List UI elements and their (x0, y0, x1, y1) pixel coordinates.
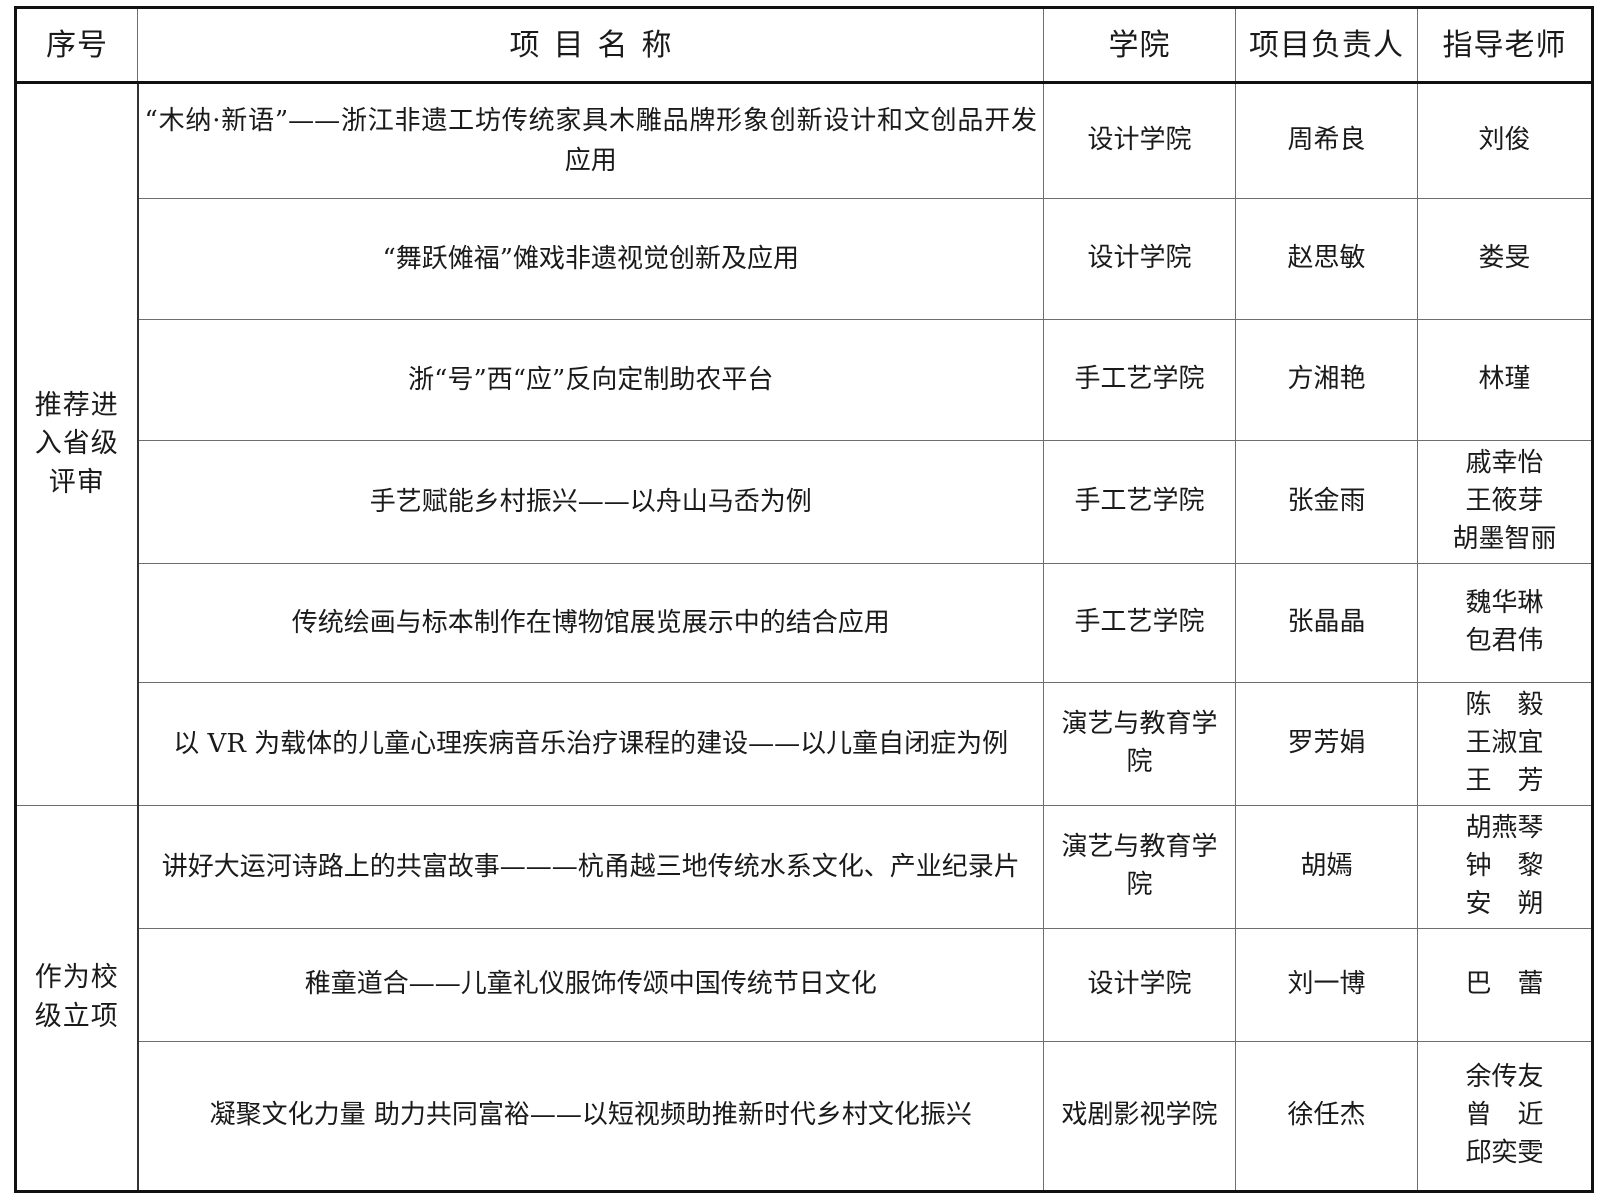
advisor-name: 曾 近 (1465, 1099, 1544, 1130)
project-name-cell: 讲好大运河诗路上的共富故事———杭甬越三地传统水系文化、产业纪录片 (137, 804, 1044, 929)
leader-cell: 周希良 (1235, 82, 1418, 199)
advisor-name: 魏华琳 (1465, 587, 1544, 618)
advisor-name: 余传友 (1465, 1061, 1544, 1092)
table-row: 凝聚文化力量 助力共同富裕——以短视频助推新时代乡村文化振兴 戏剧影视学院 徐任… (16, 1040, 1593, 1192)
project-name-cell: 传统绘画与标本制作在博物馆展览展示中的结合应用 (137, 562, 1044, 683)
leader-cell: 罗芳娟 (1235, 681, 1418, 806)
project-name-cell: 凝聚文化力量 助力共同富裕——以短视频助推新时代乡村文化振兴 (137, 1040, 1044, 1192)
leader-cell: 胡嫣 (1235, 804, 1418, 929)
header-leader: 项目负责人 (1235, 7, 1418, 84)
table-row: 推荐进入省级评审 “木纳·新语”——浙江非遗工坊传统家具木雕品牌形象创新设计和文… (15, 82, 1593, 806)
advisor-cell: 巴 蕾 (1417, 927, 1593, 1042)
leader-cell: 赵思敏 (1235, 198, 1418, 320)
project-name-cell: 稚童道合——儿童礼仪服饰传颂中国传统节日文化 (137, 927, 1044, 1042)
college-cell: 设计学院 (1043, 82, 1236, 199)
header-project-name: 项目名称 (137, 7, 1044, 84)
advisor-cell: 戚幸怡 王筱芽 胡墨智丽 (1417, 440, 1593, 564)
advisor-cell: 陈 毅 王淑宜 王 芳 (1417, 681, 1593, 806)
advisor-name: 王淑宜 (1465, 727, 1544, 758)
advisor-name: 娄旻 (1478, 243, 1531, 274)
college-cell: 演艺与教育学院 (1043, 681, 1236, 806)
leader-cell: 徐任杰 (1235, 1040, 1418, 1192)
advisor-cell: 刘俊 (1417, 82, 1593, 199)
college-cell: 手工艺学院 (1043, 440, 1236, 564)
table-header: 序号 项目名称 学院 项目负责人 指导老师 (15, 7, 1593, 84)
project-list-table: 序号 项目名称 学院 项目负责人 指导老师 推荐进入省级评审 “木纳·新语”——… (14, 6, 1594, 1193)
leader-cell: 张金雨 (1235, 440, 1418, 564)
document-page: 序号 项目名称 学院 项目负责人 指导老师 推荐进入省级评审 “木纳·新语”——… (14, 6, 1594, 1193)
advisor-name: 巴 蕾 (1465, 968, 1544, 999)
advisor-name: 包君伟 (1465, 625, 1544, 656)
table-body: 推荐进入省级评审 “木纳·新语”——浙江非遗工坊传统家具木雕品牌形象创新设计和文… (15, 82, 1593, 1192)
college-cell: 手工艺学院 (1043, 562, 1236, 683)
group-label-text: 作为校级立项 (34, 962, 119, 1032)
table-row: 作为校级立项 讲好大运河诗路上的共富故事———杭甬越三地传统水系文化、产业纪录片… (15, 804, 1593, 1192)
advisor-name: 钟 黎 (1465, 850, 1544, 881)
project-name-cell: “木纳·新语”——浙江非遗工坊传统家具木雕品牌形象创新设计和文创品开发应用 (137, 82, 1044, 199)
table-row: 传统绘画与标本制作在博物馆展览展示中的结合应用 手工艺学院 张晶晶 魏华琳 包君… (16, 562, 1593, 683)
advisor-name: 安 朔 (1465, 888, 1544, 919)
advisor-name: 林瑾 (1478, 364, 1531, 395)
advisor-name: 王筱芽 (1465, 485, 1544, 516)
college-cell: 手工艺学院 (1043, 319, 1236, 441)
advisor-cell: 胡燕琴 钟 黎 安 朔 (1417, 804, 1593, 929)
project-name-cell: 以 VR 为载体的儿童心理疾病音乐治疗课程的建设——以儿童自闭症为例 (137, 681, 1044, 806)
group-label-school-level: 作为校级立项 (15, 804, 139, 1192)
advisor-name: 戚幸怡 (1465, 448, 1544, 478)
leader-cell: 刘一博 (1235, 927, 1418, 1042)
header-advisor: 指导老师 (1417, 7, 1593, 84)
advisor-name: 刘俊 (1478, 125, 1531, 156)
table-header-row: 序号 项目名称 学院 项目负责人 指导老师 (15, 7, 1593, 84)
college-cell: 设计学院 (1043, 927, 1236, 1042)
header-seq: 序号 (15, 7, 138, 84)
table-row: 浙“号”西“应”反向定制助农平台 手工艺学院 方湘艳 林瑾 (16, 319, 1593, 441)
advisor-cell: 林瑾 (1417, 319, 1593, 441)
advisor-name: 陈 毅 (1465, 689, 1544, 720)
project-name-cell: “舞跃傩福”傩戏非遗视觉创新及应用 (137, 198, 1044, 320)
advisor-name: 王 芳 (1465, 765, 1544, 796)
leader-cell: 方湘艳 (1235, 319, 1418, 441)
group-label-recommended: 推荐进入省级评审 (15, 82, 139, 806)
college-cell: 演艺与教育学院 (1043, 804, 1236, 929)
table-row: 手艺赋能乡村振兴——以舟山马岙为例 手工艺学院 张金雨 戚幸怡 王筱芽 胡墨智丽 (16, 440, 1593, 564)
college-cell: 戏剧影视学院 (1043, 1040, 1236, 1192)
advisor-name: 邱奕雯 (1465, 1137, 1544, 1168)
advisor-cell: 娄旻 (1417, 198, 1593, 320)
table-row: “舞跃傩福”傩戏非遗视觉创新及应用 设计学院 赵思敏 娄旻 (16, 198, 1593, 320)
header-college: 学院 (1043, 7, 1236, 84)
leader-cell: 张晶晶 (1235, 562, 1418, 683)
advisor-name: 胡燕琴 (1465, 812, 1544, 843)
project-name-cell: 手艺赋能乡村振兴——以舟山马岙为例 (137, 440, 1044, 564)
college-cell: 设计学院 (1043, 198, 1236, 320)
project-name-cell: 浙“号”西“应”反向定制助农平台 (137, 319, 1044, 441)
advisor-cell: 魏华琳 包君伟 (1417, 562, 1593, 683)
advisor-cell: 余传友 曾 近 邱奕雯 (1417, 1040, 1593, 1192)
group-label-text: 推荐进入省级评审 (34, 389, 119, 498)
table-row: 稚童道合——儿童礼仪服饰传颂中国传统节日文化 设计学院 刘一博 巴 蕾 (16, 927, 1593, 1042)
table-row: 以 VR 为载体的儿童心理疾病音乐治疗课程的建设——以儿童自闭症为例 演艺与教育… (16, 681, 1593, 806)
advisor-name: 胡墨智丽 (1452, 523, 1557, 554)
